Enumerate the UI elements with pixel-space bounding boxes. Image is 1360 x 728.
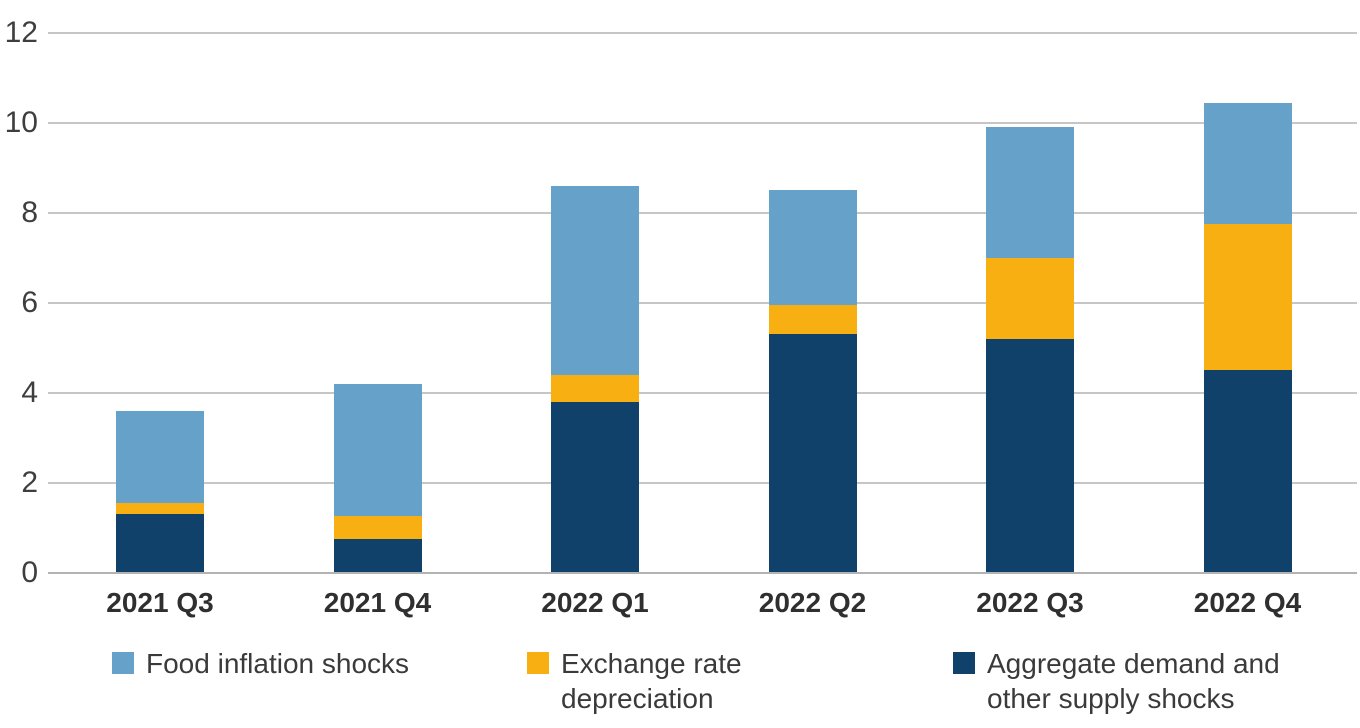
bar-segment-exchange-rate-depreciation-2021-q4 bbox=[333, 516, 422, 539]
bar-segment-aggregate-demand-and-other-supply-shocks-2021-q3 bbox=[116, 514, 204, 573]
x-axis-label-2021-q3: 2021 Q3 bbox=[106, 587, 214, 618]
gridline bbox=[48, 122, 1357, 124]
bar-segment-exchange-rate-depreciation-2022-q4 bbox=[1203, 224, 1292, 371]
bar-segment-exchange-rate-depreciation-2021-q3 bbox=[116, 502, 204, 515]
y-axis-tick-label: 10 bbox=[4, 106, 38, 139]
legend-color-swatch bbox=[527, 652, 549, 674]
bar-segment-exchange-rate-depreciation-2022-q2 bbox=[768, 305, 857, 335]
y-axis-tick-label: 0 bbox=[21, 555, 38, 589]
bar-segment-food-inflation-shocks-2021-q4 bbox=[333, 383, 422, 517]
legend-item-exchange-rate-depreciation: Exchange rate depreciation bbox=[527, 646, 742, 716]
gridline bbox=[48, 481, 1357, 484]
x-axis-label-2022-q3: 2022 Q3 bbox=[976, 587, 1084, 618]
bar-segment-aggregate-demand-and-other-supply-shocks-2022-q3 bbox=[986, 338, 1074, 573]
bar-segment-food-inflation-shocks-2021-q3 bbox=[116, 410, 204, 503]
bar-segment-food-inflation-shocks-2022-q3 bbox=[986, 127, 1074, 258]
legend-color-swatch bbox=[112, 652, 134, 674]
x-axis-label-2022-q4: 2022 Q4 bbox=[1193, 587, 1302, 618]
y-axis-tick-label: 12 bbox=[4, 16, 38, 50]
gridline bbox=[48, 391, 1357, 394]
legend-color-swatch bbox=[953, 652, 975, 674]
x-axis-baseline bbox=[48, 571, 1357, 574]
gridline bbox=[48, 301, 1357, 304]
x-axis-label-2022-q1: 2022 Q1 bbox=[541, 587, 649, 618]
y-axis-tick-label: 2 bbox=[21, 465, 38, 499]
x-axis-label-2022-q2: 2022 Q2 bbox=[758, 587, 867, 618]
y-axis-tick-label: 8 bbox=[21, 195, 38, 229]
bar-segment-aggregate-demand-and-other-supply-shocks-2021-q4 bbox=[333, 538, 422, 573]
y-axis-tick-label: 6 bbox=[21, 285, 38, 319]
bar-segment-aggregate-demand-and-other-supply-shocks-2022-q2 bbox=[768, 334, 857, 573]
gridline bbox=[48, 211, 1357, 214]
bar-segment-aggregate-demand-and-other-supply-shocks-2022-q1 bbox=[551, 401, 639, 573]
bar-segment-food-inflation-shocks-2022-q1 bbox=[551, 185, 639, 375]
gridline bbox=[48, 32, 1357, 35]
legend-label: Aggregate demand and other supply shocks bbox=[987, 648, 1280, 714]
y-axis-tick-label: 4 bbox=[21, 375, 38, 409]
bar-segment-food-inflation-shocks-2022-q4 bbox=[1203, 102, 1292, 225]
legend-label: Exchange rate depreciation bbox=[561, 648, 742, 714]
legend-item-food-inflation-shocks: Food inflation shocks bbox=[112, 646, 409, 681]
x-axis-label-2021-q4: 2021 Q4 bbox=[323, 587, 432, 618]
legend-label: Food inflation shocks bbox=[146, 648, 410, 679]
bar-segment-aggregate-demand-and-other-supply-shocks-2022-q4 bbox=[1203, 370, 1292, 573]
legend-item-aggregate-demand-other-supply-shocks: Aggregate demand and other supply shocks bbox=[953, 646, 1280, 716]
bar-segment-exchange-rate-depreciation-2022-q3 bbox=[986, 257, 1074, 339]
bar-segment-food-inflation-shocks-2022-q2 bbox=[768, 190, 857, 306]
bar-segment-exchange-rate-depreciation-2022-q1 bbox=[551, 374, 639, 402]
